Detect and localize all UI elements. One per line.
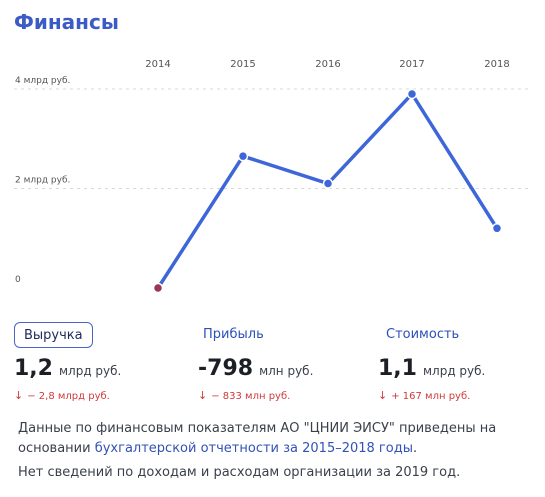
arrow-down-icon: ↓ [378, 389, 388, 402]
revenue-change-text: − 2,8 млрд руб. [27, 391, 110, 402]
x-tick-label: 2015 [230, 59, 255, 70]
revenue-line-chart: 2014 2015 2016 2017 2018 0 2 млрд руб. 4 млрд р… [14, 59, 530, 294]
financial-note: Данные по финансовым показателям АО "ЦНИ… [18, 419, 518, 459]
value-unit: млрд руб. [422, 364, 486, 378]
revenue-value-row: 1,2 млрд руб. [14, 356, 121, 381]
data-point [406, 88, 418, 100]
y-tick-label: 2 млрд руб. [15, 176, 70, 186]
revenue-unit: млрд руб. [58, 364, 122, 378]
note-line-2: основании бухгалтерской отчетности за 20… [18, 439, 518, 459]
no-data-note: Нет сведений по доходам и расходам орган… [18, 465, 461, 480]
data-point [491, 223, 503, 234]
profit-change-text: − 833 млн руб. [211, 391, 291, 402]
accounting-report-link[interactable]: бухгалтерской отчетности за 2015–2018 го… [94, 441, 413, 456]
note-line-1: Данные по финансовым показателям АО "ЦНИ… [18, 421, 497, 436]
data-point [152, 282, 164, 294]
data-point [322, 178, 334, 189]
data-point [237, 150, 249, 162]
arrow-down-icon: ↓ [14, 389, 24, 402]
note-suffix: . [412, 441, 418, 456]
revenue-value: 1,2 [14, 356, 53, 381]
arrow-down-icon: ↓ [198, 389, 208, 402]
value-change-text: + 167 млн руб. [391, 391, 471, 402]
metric-tab-profit[interactable]: Прибыль [203, 327, 264, 342]
x-tick-label: 2014 [145, 59, 170, 70]
value-change: ↓ + 167 млн руб. [378, 389, 470, 402]
value-value: 1,1 [378, 356, 417, 381]
x-tick-label: 2017 [399, 59, 424, 70]
x-tick-label: 2018 [484, 59, 509, 70]
y-tick-label: 4 млрд руб. [15, 76, 70, 86]
series-line [156, 92, 499, 290]
profit-value-row: -798 млн руб. [198, 356, 313, 381]
profit-change: ↓ − 833 млн руб. [198, 389, 290, 402]
revenue-change: ↓ − 2,8 млрд руб. [14, 389, 110, 402]
y-tick-label: 0 [15, 275, 21, 285]
metric-tab-value[interactable]: Стоимость [386, 327, 460, 342]
profit-unit: млн руб. [259, 364, 314, 378]
note-prefix: основании [18, 441, 95, 456]
x-tick-label: 2016 [315, 59, 340, 70]
value-value-row: 1,1 млрд руб. [378, 356, 485, 381]
metric-tab-revenue[interactable]: Выручка [14, 322, 93, 348]
section-title: Финансы [14, 10, 119, 34]
profit-value: -798 [198, 356, 254, 381]
